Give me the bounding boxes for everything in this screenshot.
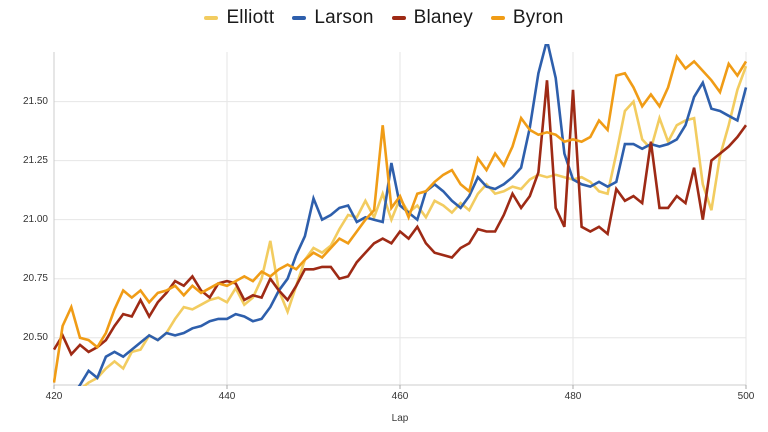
legend-item-byron[interactable]: Byron — [490, 7, 564, 29]
x-tick-label: 500 — [737, 391, 755, 402]
legend-item-larson[interactable]: Larson — [292, 7, 373, 29]
legend-label: Byron — [512, 7, 564, 28]
legend-swatch-icon — [204, 15, 219, 21]
legend-item-elliott[interactable]: Elliott — [204, 7, 274, 29]
legend-swatch-icon — [292, 15, 307, 21]
y-tick-label: 21.25 — [22, 155, 48, 167]
series-line-byron — [53, 53, 748, 383]
x-tick-label: 460 — [391, 391, 409, 402]
legend-swatch-icon — [490, 15, 505, 21]
legend-label: Larson — [314, 7, 374, 28]
y-tick-label: 20.75 — [22, 273, 48, 285]
legend-swatch-icon — [391, 15, 406, 21]
legend-label: Elliott — [226, 7, 275, 28]
y-tick-label: 20.50 — [22, 332, 48, 344]
y-tick-label: 21.00 — [22, 214, 48, 226]
legend-item-blaney[interactable]: Blaney — [391, 7, 473, 29]
x-tick-label: 440 — [218, 391, 236, 402]
x-tick-label: 420 — [45, 391, 63, 402]
legend-label: Blaney — [413, 7, 473, 28]
y-tick-label: 21.50 — [22, 96, 48, 108]
x-axis-title: Lap — [391, 413, 409, 424]
chart-legend: Elliott Larson Blaney Byron — [0, 5, 768, 31]
series-line-larson — [77, 44, 748, 386]
x-tick-label: 480 — [564, 391, 582, 402]
